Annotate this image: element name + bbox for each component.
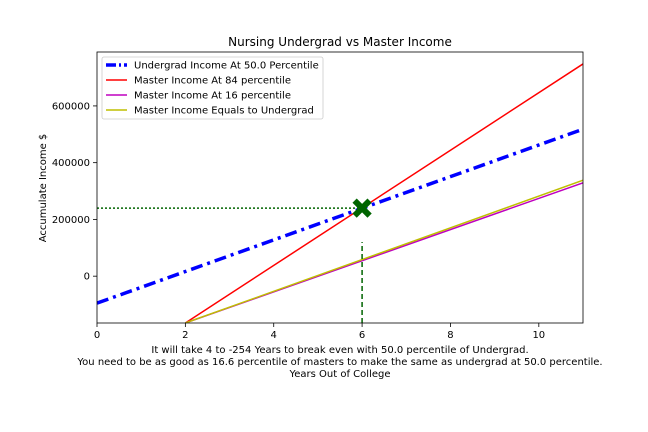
- x-axis-label-line-3: Years Out of College: [289, 369, 391, 380]
- breakeven-marker: [352, 198, 372, 218]
- y-tick-label: 400000: [52, 158, 90, 169]
- series-line-2: [184, 63, 583, 323]
- x-axis-label-line-2: You need to be as good as 16.6 percentil…: [76, 357, 602, 368]
- y-tick-label: 200000: [52, 215, 90, 226]
- series-lines: [97, 63, 583, 323]
- legend-label-2: Master Income At 84 percentile: [134, 76, 291, 87]
- x-tick-label: 8: [447, 330, 453, 341]
- x-axis-label-line-1: It will take 4 to -254 Years to break ev…: [151, 345, 528, 356]
- y-axis: 0 200000 400000 600000: [52, 101, 97, 283]
- y-tick-label: 600000: [52, 101, 90, 112]
- legend-label-4: Master Income Equals to Undergrad: [134, 106, 314, 117]
- legend-label-1: Undergrad Income At 50.0 Percentile: [134, 61, 319, 72]
- legend: Undergrad Income At 50.0 Percentile Maste…: [101, 56, 324, 120]
- x-tick-label: 10: [532, 330, 545, 341]
- x-tick-label: 2: [182, 330, 188, 341]
- chart-title: Nursing Undergrad vs Master Income: [228, 35, 452, 49]
- annotations: [97, 198, 372, 323]
- x-axis: 0 2 4 6 8 10: [94, 323, 545, 341]
- x-tick-label: 4: [271, 330, 277, 341]
- series-line-4: [185, 179, 583, 323]
- legend-label-3: Master Income At 16 percentile: [134, 91, 291, 102]
- series-line-1: [97, 127, 583, 305]
- legend-box: [101, 56, 324, 120]
- x-tick-label: 0: [94, 330, 100, 341]
- plot-frame: [96, 51, 584, 324]
- y-tick-label: 0: [84, 272, 90, 283]
- x-tick-label: 6: [359, 330, 365, 341]
- y-axis-label: Accumulate Income $: [38, 134, 49, 243]
